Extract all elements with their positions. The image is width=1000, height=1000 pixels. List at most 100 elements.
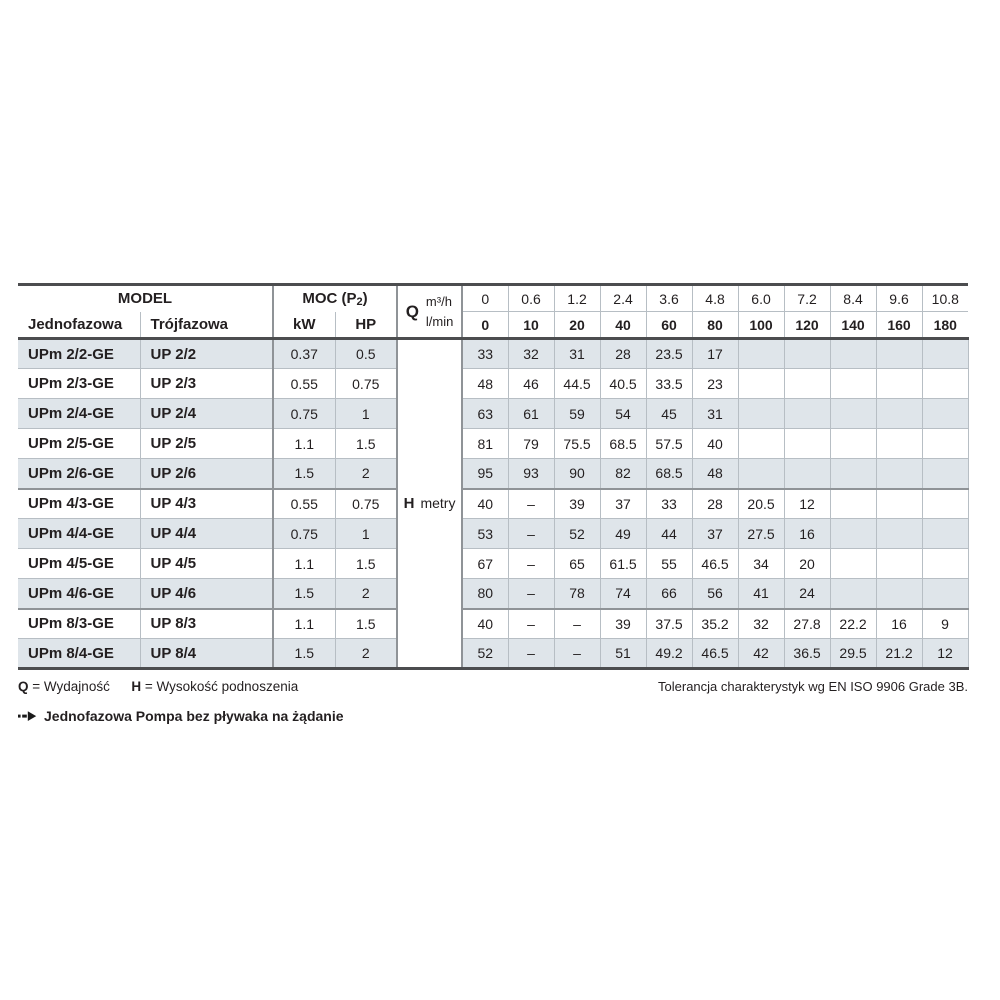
head-value-cell: 16 (875, 607, 923, 639)
head-value-cell: 49 (599, 518, 647, 549)
head-value-cell: 32 (507, 338, 555, 369)
flow-m3h-cell: 4.8 (691, 284, 739, 312)
model-triphase-cell: UP 4/6 (139, 578, 274, 609)
flow-m3h-cell: 10.8 (921, 284, 969, 312)
flow-lmin-cell: 160 (875, 311, 923, 339)
head-value-cell: 46.5 (691, 638, 739, 669)
head-value-cell (829, 338, 877, 369)
head-value-cell: 44.5 (553, 368, 601, 399)
head-value-cell: 68.5 (645, 458, 693, 489)
legend-q-text: = Wydajność (32, 679, 110, 694)
head-value-cell (875, 368, 923, 399)
q-header-cell: Q m³/h l/min (396, 284, 463, 339)
table-row: UPm 2/4-GE UP 2/4 0.75 1 63 61 59 54 45 31 (18, 398, 969, 429)
head-value-cell (829, 368, 877, 399)
head-value-cell: 37.5 (645, 607, 693, 639)
head-value-cell: – (553, 638, 601, 669)
model-monophase-cell: UPm 8/4-GE (18, 638, 140, 669)
model-monophase-cell: UPm 2/4-GE (18, 398, 140, 429)
flow-m3h-cell: 0.6 (507, 284, 555, 312)
power-hp-cell: 1.5 (334, 607, 398, 639)
power-kw-cell: 1.5 (272, 638, 336, 669)
head-value-cell: 46 (507, 368, 555, 399)
head-value-cell (783, 338, 831, 369)
flow-m3h-cell: 6.0 (737, 284, 785, 312)
power-hp-cell: 1 (334, 518, 398, 549)
head-value-cell (875, 338, 923, 369)
header-row-bottom: Jednofazowa Trójfazowa kW HP 0 10 20 40 60 80… (18, 311, 969, 339)
power-kw-cell: 0.55 (272, 368, 336, 399)
head-value-cell: 28 (691, 487, 739, 519)
head-value-cell: – (507, 518, 555, 549)
legend-h-symbol: H (131, 679, 142, 694)
arrow-right-icon (18, 710, 37, 722)
power-hp-cell: 0.75 (334, 487, 398, 519)
table-row: UPm 4/3-GE UP 4/3 0.55 0.75 40–39 37 33 28 20.5 1… (18, 487, 969, 519)
legend-row: Q = Wydajność H = Wysokość podnoszenia T… (18, 679, 968, 694)
table-header: MODEL MOC (P2) Q m³/h l/min 0 0.6 1.2 2.4 3.… (18, 284, 969, 339)
head-value-cell (829, 458, 877, 489)
head-value-cell: – (507, 487, 555, 519)
head-value-cell: 54 (599, 398, 647, 429)
head-value-cell: 40 (691, 428, 739, 459)
head-value-cell (737, 338, 785, 369)
head-value-cell: 46.5 (691, 548, 739, 579)
col-header-kw: kW (272, 311, 336, 339)
head-value-cell (783, 398, 831, 429)
head-value-cell (875, 428, 923, 459)
head-value-cell: 40.5 (599, 368, 647, 399)
head-value-cell: 90 (553, 458, 601, 489)
head-value-cell: 35.2 (691, 607, 739, 639)
power-hp-cell: 2 (334, 578, 398, 609)
power-hp-cell: 2 (334, 458, 398, 489)
power-kw-cell: 1.1 (272, 428, 336, 459)
header-row-top: MODEL MOC (P2) Q m³/h l/min 0 0.6 1.2 2.4 3.… (18, 284, 969, 339)
power-hp-cell: 2 (334, 638, 398, 669)
flow-lmin-cell: 0 (461, 311, 509, 339)
head-value-cell: 93 (507, 458, 555, 489)
note-text: Jednofazowa Pompa bez pływaka na żądanie (44, 708, 344, 724)
head-value-cell: 17 (691, 338, 739, 369)
model-monophase-cell: UPm 8/3-GE (18, 607, 140, 639)
model-monophase-cell: UPm 2/3-GE (18, 368, 140, 399)
power-kw-cell: 1.5 (272, 458, 336, 489)
model-triphase-cell: UP 2/2 (139, 338, 274, 369)
head-value-cell (921, 518, 969, 549)
head-value-cell: 59 (553, 398, 601, 429)
head-value-cell: 67 (461, 548, 509, 579)
pump-spec-table: MODEL MOC (P2) Q m³/h l/min 0 0.6 1.2 2.4 3.… (18, 283, 969, 670)
model-monophase-cell: UPm 2/6-GE (18, 458, 140, 489)
head-value-cell: 42 (737, 638, 785, 669)
head-value-cell (875, 518, 923, 549)
flow-m3h-cell: 8.4 (829, 284, 877, 312)
head-value-cell (737, 398, 785, 429)
head-value-cell: – (553, 607, 601, 639)
power-kw-cell: 0.75 (272, 398, 336, 429)
flow-m3h-cell: 1.2 (553, 284, 601, 312)
table-row: UPm 4/6-GE UP 4/6 1.5 2 80–78 74 66 56 41 24 (18, 578, 969, 609)
head-value-cell (783, 368, 831, 399)
table-row: UPm 8/4-GE UP 8/4 1.5 2 52– –51 49.2 46.5 42 36.5… (18, 638, 969, 669)
head-value-cell: – (507, 548, 555, 579)
model-triphase-cell: UP 4/4 (139, 518, 274, 549)
head-value-cell (875, 578, 923, 609)
power-kw-cell: 1.1 (272, 548, 336, 579)
model-monophase-cell: UPm 4/5-GE (18, 548, 140, 579)
head-value-cell: 16 (783, 518, 831, 549)
model-monophase-cell: UPm 4/6-GE (18, 578, 140, 609)
head-value-cell: 36.5 (783, 638, 831, 669)
head-value-cell: 29.5 (829, 638, 877, 669)
table-row: UPm 4/5-GE UP 4/5 1.1 1.5 67–65 61.5 55 46.5 34 2… (18, 548, 969, 579)
head-value-cell: 22.2 (829, 607, 877, 639)
model-header: MODEL (18, 284, 274, 312)
head-value-cell: 27.5 (737, 518, 785, 549)
head-value-cell: 27.8 (783, 607, 831, 639)
head-value-cell: – (507, 578, 555, 609)
flow-lmin-cell: 80 (691, 311, 739, 339)
head-value-cell: 49.2 (645, 638, 693, 669)
head-value-cell: 32 (737, 607, 785, 639)
